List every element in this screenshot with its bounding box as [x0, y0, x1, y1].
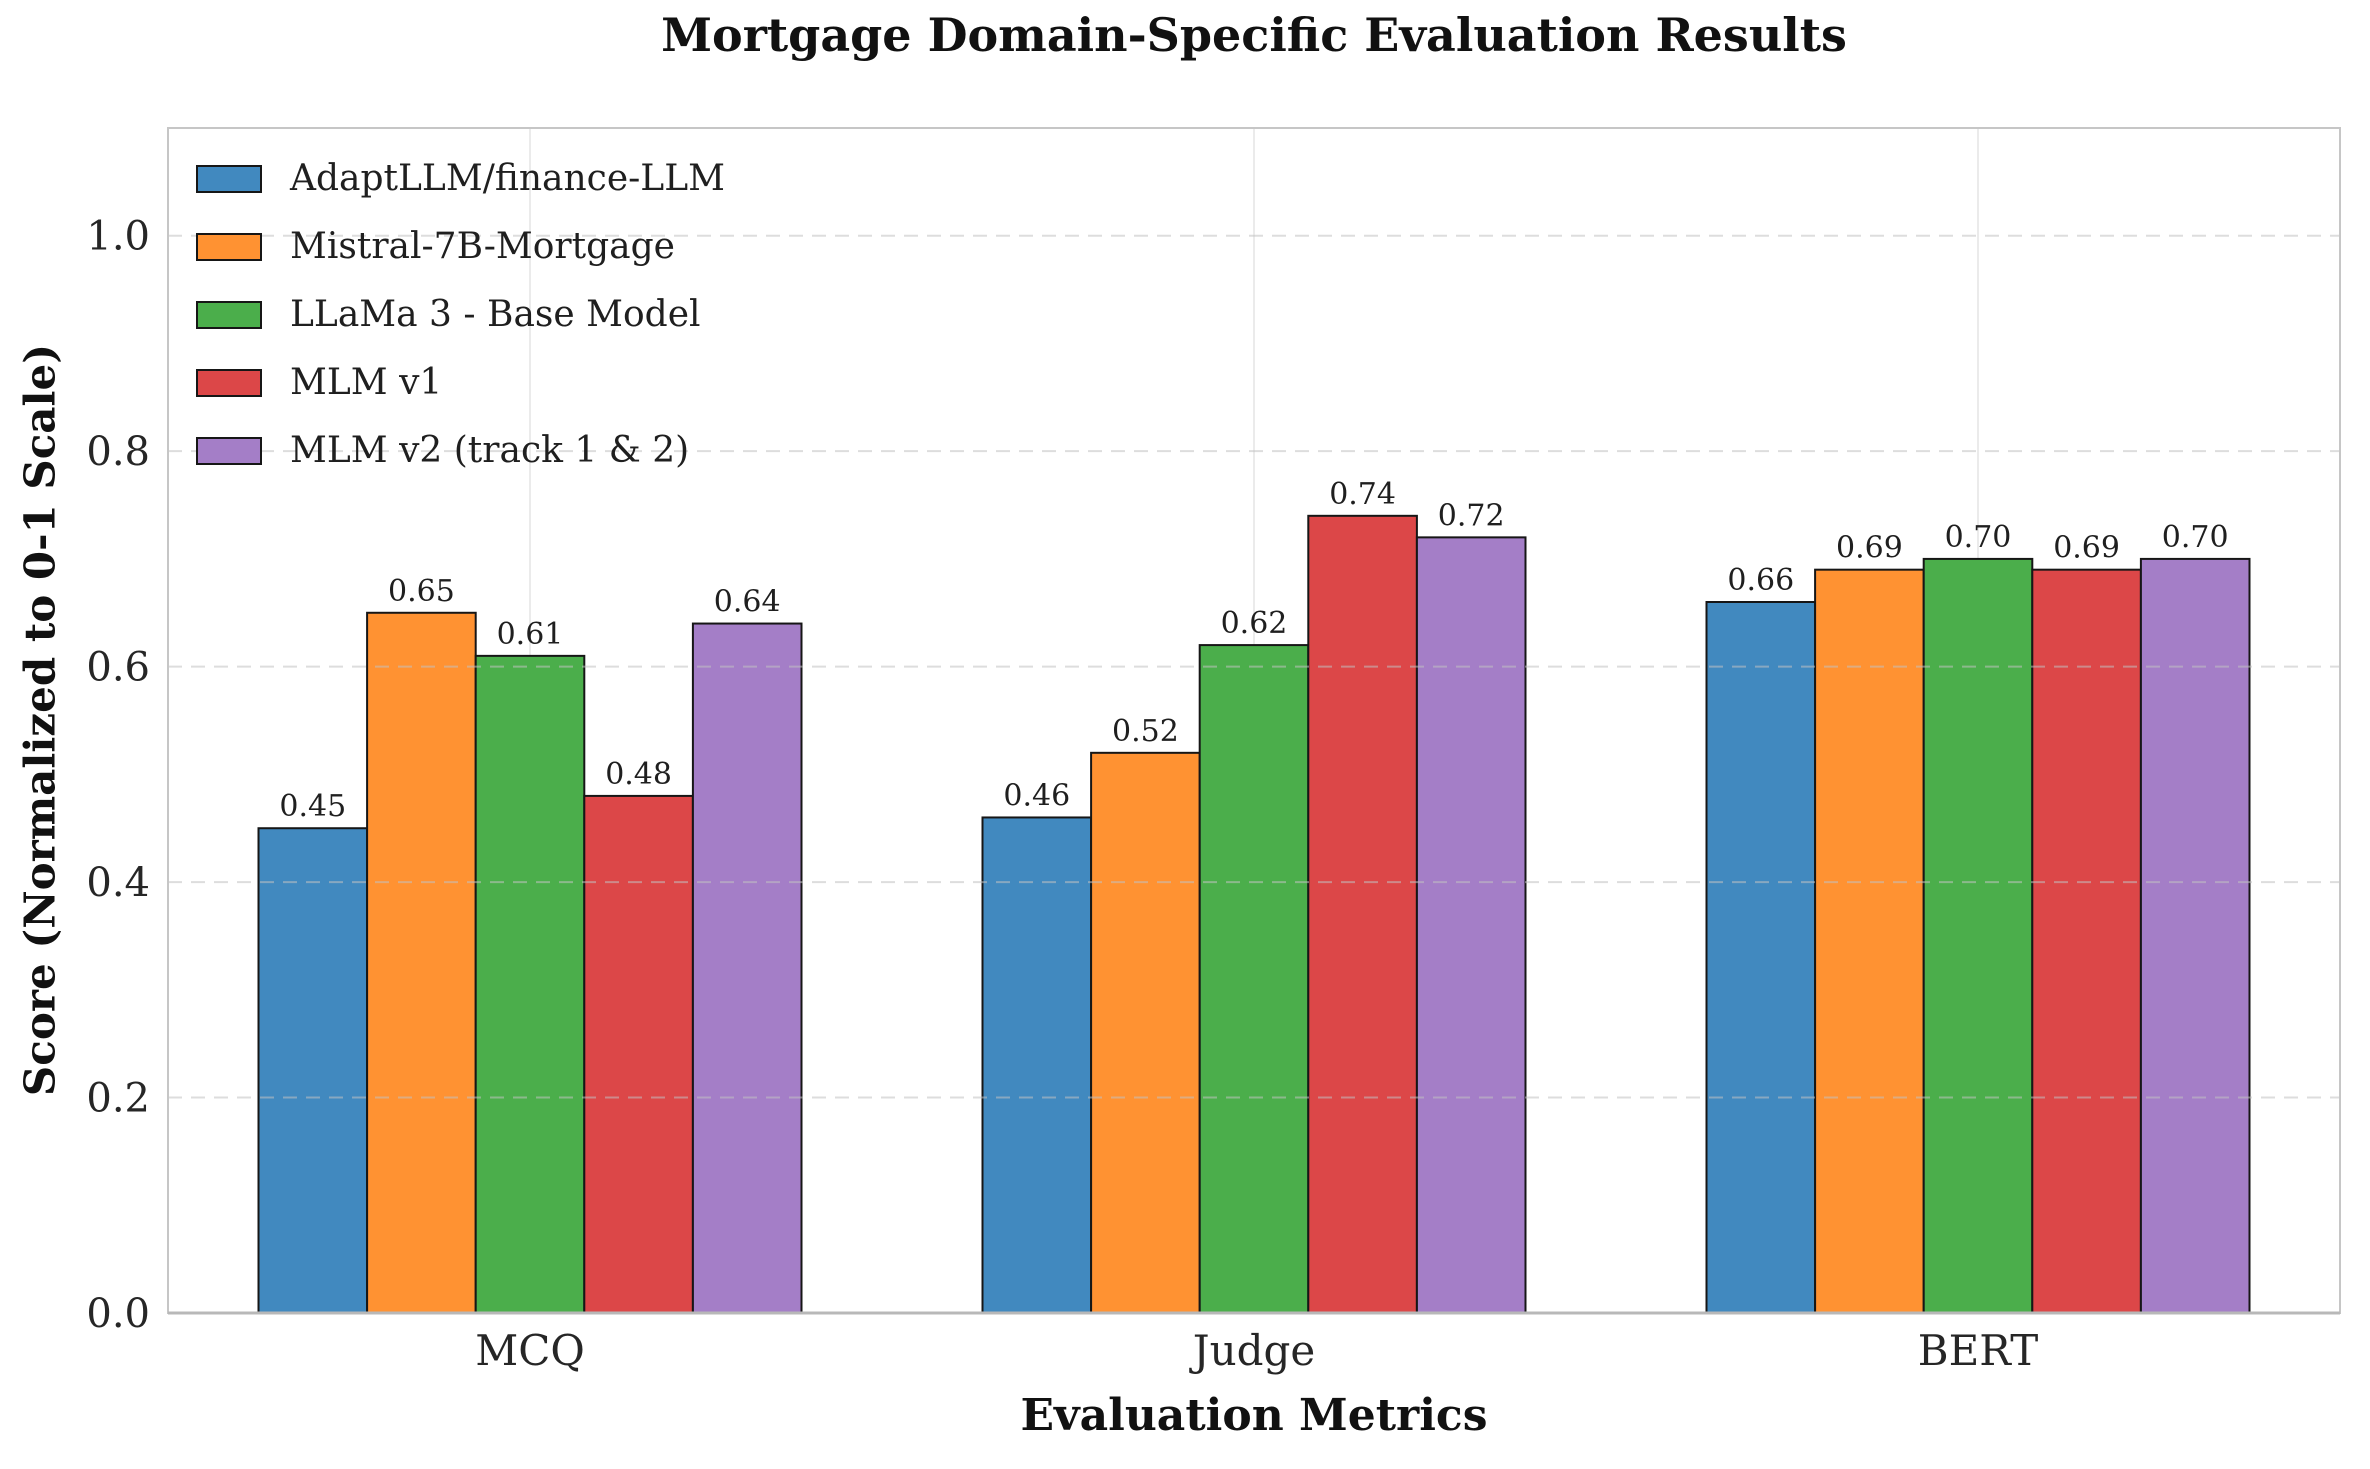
legend-swatch [196, 368, 262, 397]
bar-value-label: 0.48 [605, 757, 672, 792]
legend-item: MLM v1 [196, 362, 725, 403]
bar [2031, 568, 2142, 1314]
chart-title: Mortgage Domain-Specific Evaluation Resu… [661, 8, 1847, 62]
x-tick-label: BERT [1918, 1326, 2038, 1375]
bar [691, 622, 803, 1314]
bar-value-label: 0.70 [2162, 520, 2229, 555]
bar [1090, 751, 1201, 1314]
bar-value-label: 0.45 [279, 789, 346, 824]
legend-swatch [196, 436, 262, 465]
y-tick-label: 0.2 [86, 1076, 150, 1122]
legend-label: MLM v1 [290, 362, 443, 403]
legend-label: Mistral-7B-Mortgage [290, 226, 675, 267]
y-tick-label: 0.0 [86, 1291, 150, 1337]
legend-item: Mistral-7B-Mortgage [196, 226, 725, 267]
legend-item: AdaptLLM/finance-LLM [196, 158, 725, 199]
legend-item: LLaMa 3 - Base Model [196, 294, 725, 335]
bar [366, 611, 477, 1314]
bar-value-label: 0.61 [497, 617, 564, 652]
bar-value-label: 0.70 [1945, 520, 2012, 555]
bar-value-label: 0.69 [2053, 531, 2120, 566]
legend-swatch [196, 232, 262, 261]
x-tick-label: Judge [1189, 1326, 1316, 1375]
bar-value-label: 0.74 [1329, 477, 1396, 512]
bar [981, 816, 1093, 1314]
bar [1922, 557, 2034, 1314]
legend-item: MLM v2 (track 1 & 2) [196, 430, 725, 471]
y-tick-label: 0.6 [86, 645, 150, 691]
bar [583, 794, 694, 1314]
legend-label: AdaptLLM/finance-LLM [290, 158, 725, 199]
bar-value-label: 0.72 [1438, 498, 1505, 533]
legend-swatch [196, 164, 262, 193]
bar [1307, 514, 1418, 1314]
bar-value-label: 0.62 [1221, 606, 1288, 641]
bar [1814, 568, 1925, 1314]
bar-value-label: 0.46 [1003, 778, 1070, 813]
y-tick-label: 0.4 [86, 860, 150, 906]
bar-value-label: 0.69 [1836, 531, 1903, 566]
bar-value-label: 0.52 [1112, 714, 1179, 749]
bar [2139, 557, 2251, 1314]
bar [257, 827, 369, 1315]
bar [1705, 601, 1817, 1314]
bar-value-label: 0.65 [388, 574, 455, 609]
legend-label: MLM v2 (track 1 & 2) [290, 430, 690, 471]
bar-value-label: 0.64 [714, 585, 781, 620]
bar [474, 654, 586, 1314]
bar-value-label: 0.66 [1727, 563, 1794, 598]
y-tick-label: 0.8 [86, 429, 150, 475]
y-tick-label: 1.0 [86, 214, 150, 260]
bar [1198, 644, 1310, 1314]
legend-swatch [196, 300, 262, 329]
legend-label: LLaMa 3 - Base Model [290, 294, 701, 335]
x-axis-title: Evaluation Metrics [1020, 1390, 1488, 1441]
x-tick-label: MCQ [475, 1326, 585, 1375]
legend: AdaptLLM/finance-LLM Mistral-7B-Mortgage L… [196, 158, 725, 471]
bar [1415, 536, 1527, 1314]
